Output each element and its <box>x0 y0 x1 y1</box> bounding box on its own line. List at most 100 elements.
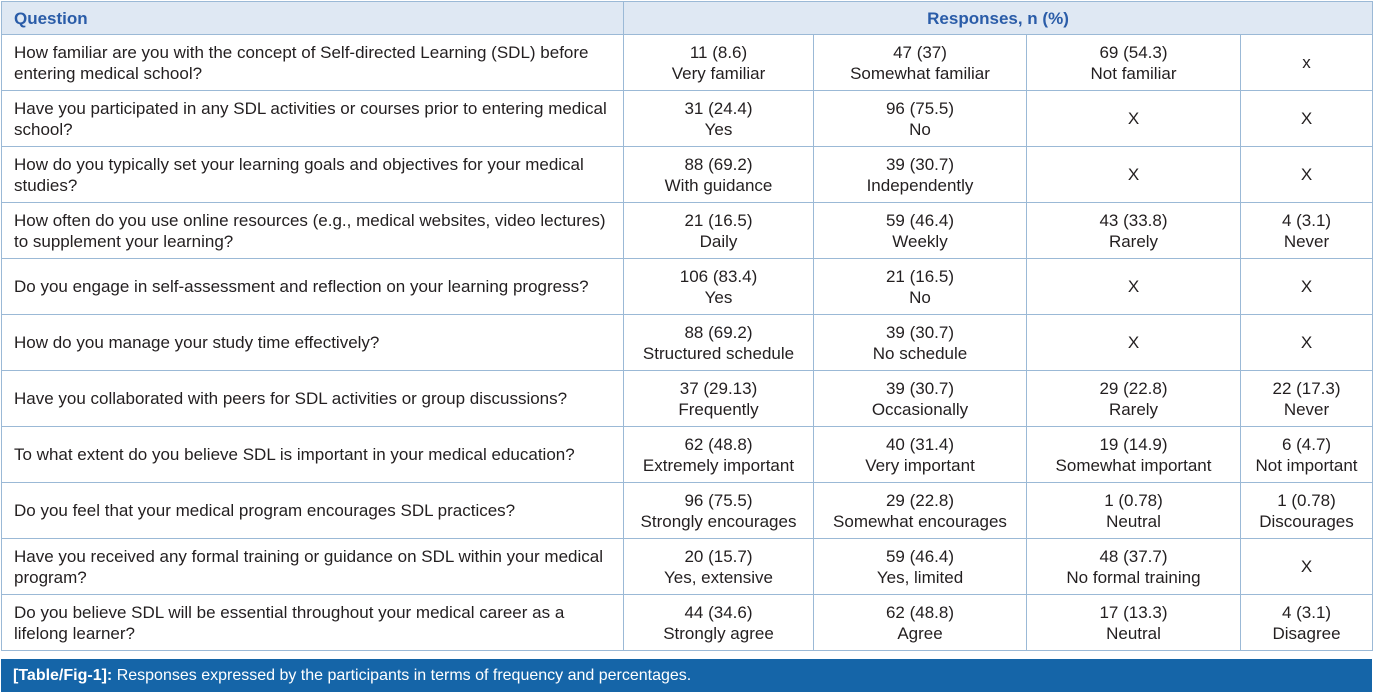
response-cell: 19 (14.9) Somewhat important <box>1026 426 1241 483</box>
response-label: No formal training <box>1066 567 1201 587</box>
response-cell: 39 (30.7) Occasionally <box>813 370 1027 427</box>
response-value: 11 (8.6) <box>689 42 748 62</box>
table-row: Have you collaborated with peers for SDL… <box>1 370 1373 427</box>
response-value: 1 (0.78) <box>1277 490 1336 510</box>
response-cell: X <box>1239 538 1373 595</box>
response-label: Extremely important <box>642 455 795 475</box>
response-cell: X <box>1239 90 1373 147</box>
response-value: 40 (31.4) <box>885 434 955 454</box>
response-label: Not important <box>1255 455 1358 475</box>
response-value: X <box>1127 277 1140 296</box>
response-label: Rarely <box>1108 231 1159 251</box>
question-cell: How often do you use online resources (e… <box>1 202 624 259</box>
response-cell: X <box>1026 90 1241 147</box>
responses-column-header: Responses, n (%) <box>622 1 1373 35</box>
response-cell: 11 (8.6) Very familiar <box>623 34 814 91</box>
response-label: Yes <box>704 287 733 307</box>
response-value: X <box>1300 333 1313 352</box>
question-cell: Have you collaborated with peers for SDL… <box>1 370 624 427</box>
response-cell: 39 (30.7) No schedule <box>813 314 1027 371</box>
response-label: Frequently <box>678 399 759 419</box>
table-row: Do you engage in self-assessment and ref… <box>1 258 1373 315</box>
response-cell: 29 (22.8) Rarely <box>1026 370 1241 427</box>
figure-caption: [Table/Fig-1]: Responses expressed by th… <box>1 659 1372 692</box>
table-row: How familiar are you with the concept of… <box>1 34 1373 91</box>
response-value: 44 (34.6) <box>684 602 753 622</box>
response-value: 69 (54.3) <box>1099 42 1168 62</box>
response-value: x <box>1302 53 1311 72</box>
response-label: Independently <box>866 175 974 195</box>
response-label: Discourages <box>1259 511 1354 531</box>
response-cell: X <box>1239 258 1373 315</box>
table-row: To what extent do you believe SDL is imp… <box>1 426 1373 483</box>
response-value: 31 (24.4) <box>684 98 753 118</box>
response-value: 106 (83.4) <box>679 266 758 286</box>
response-value: 4 (3.1) <box>1281 602 1332 622</box>
response-value: 19 (14.9) <box>1099 434 1168 454</box>
response-cell: 62 (48.8) Agree <box>813 594 1027 651</box>
response-label: Yes, extensive <box>664 567 773 587</box>
response-cell: 88 (69.2) With guidance <box>623 146 814 203</box>
response-value: X <box>1300 557 1313 576</box>
response-value: 62 (48.8) <box>684 434 753 454</box>
table-row: How do you typically set your learning g… <box>1 146 1373 203</box>
response-cell: 88 (69.2) Structured schedule <box>623 314 814 371</box>
response-value: 88 (69.2) <box>684 154 753 174</box>
table-body: How familiar are you with the concept of… <box>1 34 1373 651</box>
question-cell: Do you believe SDL will be essential thr… <box>1 594 624 651</box>
response-value: 20 (15.7) <box>684 546 753 566</box>
table-row: Do you feel that your medical program en… <box>1 482 1373 539</box>
response-value: 59 (46.4) <box>885 546 955 566</box>
response-label: Daily <box>699 231 738 251</box>
response-cell: 96 (75.5) No <box>813 90 1027 147</box>
response-value: 29 (22.8) <box>885 490 955 510</box>
response-cell: 6 (4.7) Not important <box>1239 426 1373 483</box>
response-cell: 17 (13.3) Neutral <box>1026 594 1241 651</box>
response-value: 29 (22.8) <box>1099 378 1168 398</box>
response-cell: 69 (54.3) Not familiar <box>1026 34 1241 91</box>
response-cell: 4 (3.1) Never <box>1239 202 1373 259</box>
response-value: X <box>1127 109 1140 128</box>
response-value: X <box>1127 165 1140 184</box>
response-cell: 22 (17.3) Never <box>1239 370 1373 427</box>
table-row: Do you believe SDL will be essential thr… <box>1 594 1373 651</box>
response-cell: 59 (46.4) Yes, limited <box>813 538 1027 595</box>
response-value: 48 (37.7) <box>1099 546 1168 566</box>
response-cell: 29 (22.8) Somewhat encourages <box>813 482 1027 539</box>
response-value: X <box>1300 109 1313 128</box>
response-value: 21 (16.5) <box>885 266 955 286</box>
response-label: Structured schedule <box>642 343 795 363</box>
response-cell: 47 (37) Somewhat familiar <box>813 34 1027 91</box>
response-value: 1 (0.78) <box>1104 490 1163 510</box>
question-cell: Have you received any formal training or… <box>1 538 624 595</box>
response-label: Very important <box>865 455 975 475</box>
response-value: 39 (30.7) <box>885 378 955 398</box>
question-cell: How do you typically set your learning g… <box>1 146 624 203</box>
response-value: 21 (16.5) <box>684 210 753 230</box>
response-label: Somewhat encourages <box>833 511 1007 531</box>
response-label: No schedule <box>872 343 968 363</box>
response-cell: 21 (16.5) Daily <box>623 202 814 259</box>
response-cell: 62 (48.8) Extremely important <box>623 426 814 483</box>
response-value: 39 (30.7) <box>885 322 955 342</box>
response-cell: 1 (0.78) Discourages <box>1239 482 1373 539</box>
table-row: Have you received any formal training or… <box>1 538 1373 595</box>
response-label: Strongly encourages <box>640 511 797 531</box>
response-cell: 20 (15.7) Yes, extensive <box>623 538 814 595</box>
response-label: No <box>909 287 931 307</box>
question-cell: Do you feel that your medical program en… <box>1 482 624 539</box>
response-label: Not familiar <box>1090 63 1177 83</box>
question-column-header: Question <box>1 1 624 35</box>
response-cell: X <box>1026 314 1241 371</box>
response-cell: X <box>1239 314 1373 371</box>
response-cell: 1 (0.78) Neutral <box>1026 482 1241 539</box>
response-cell: 4 (3.1) Disagree <box>1239 594 1373 651</box>
question-cell: To what extent do you believe SDL is imp… <box>1 426 624 483</box>
table-row: How do you manage your study time effect… <box>1 314 1373 371</box>
response-cell: X <box>1239 146 1373 203</box>
response-cell: 43 (33.8) Rarely <box>1026 202 1241 259</box>
responses-table: Question Responses, n (%) How familiar a… <box>1 1 1373 651</box>
response-label: With guidance <box>664 175 773 195</box>
response-label: Very familiar <box>671 63 766 83</box>
